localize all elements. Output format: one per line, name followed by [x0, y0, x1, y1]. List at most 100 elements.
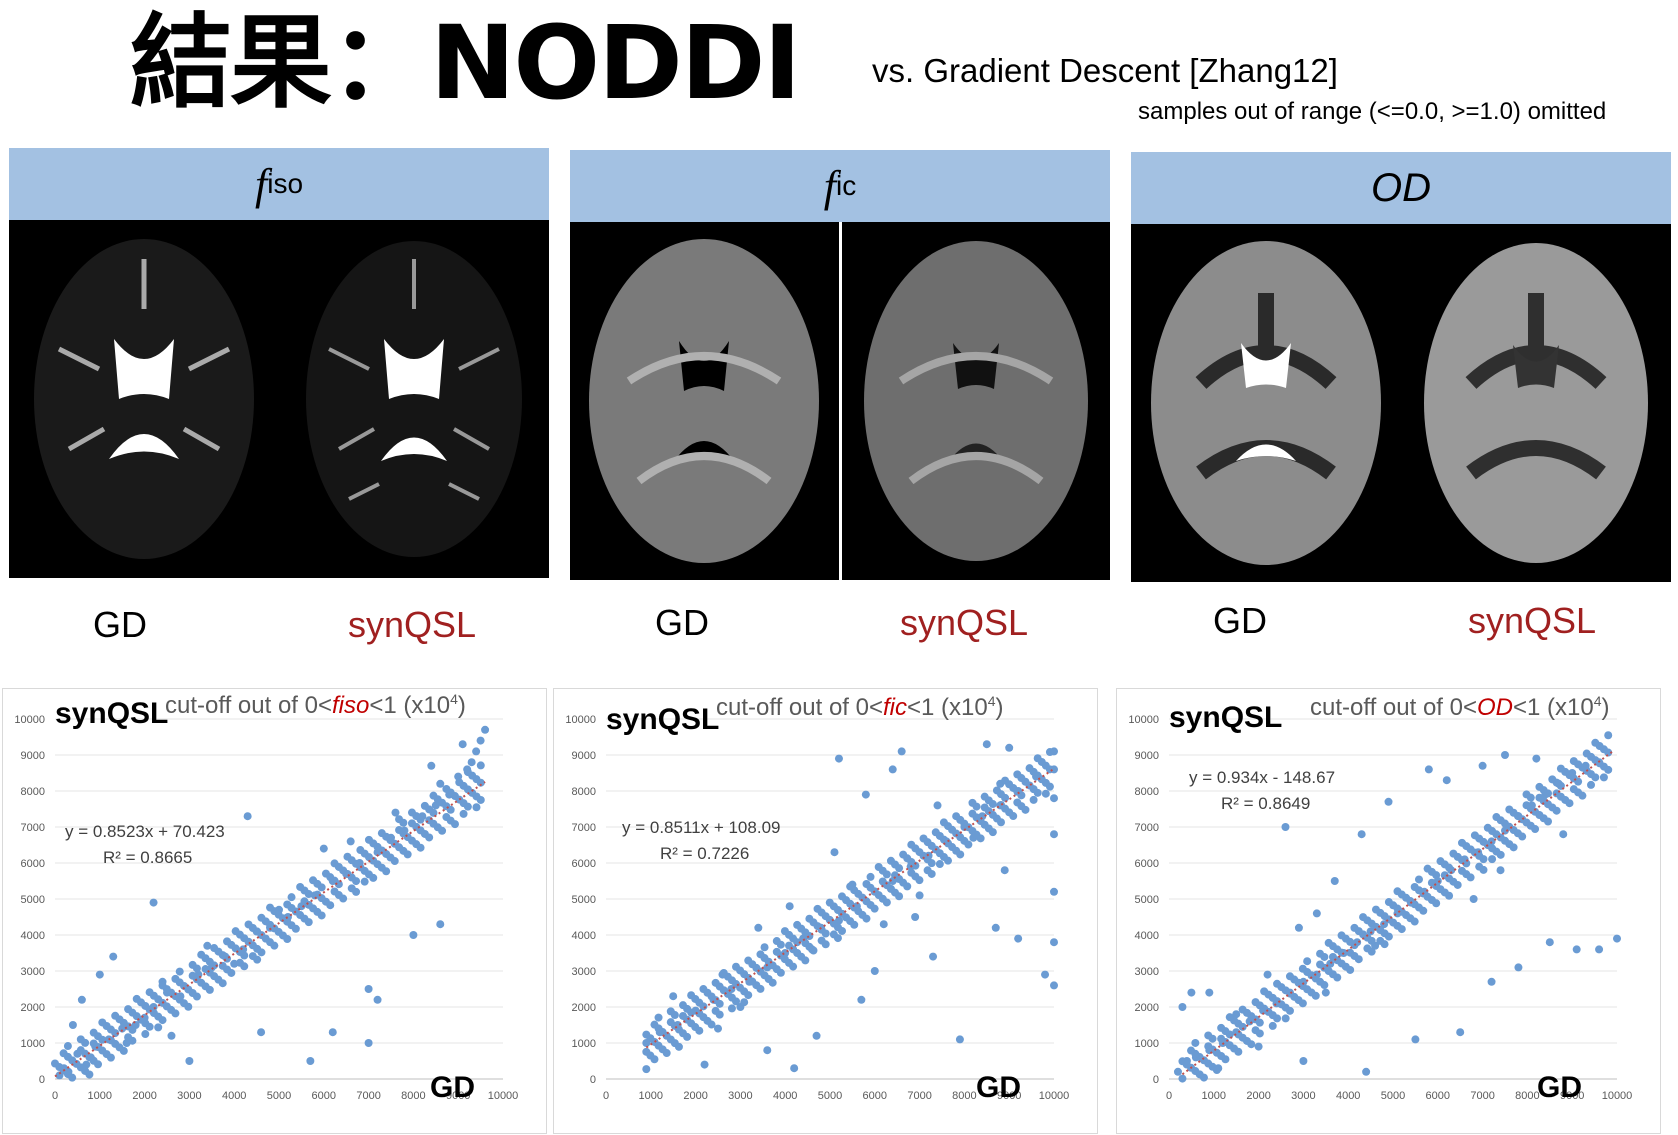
panel-header-od: OD: [1131, 152, 1671, 224]
x-tick-label: 1000: [639, 1090, 663, 1102]
data-point: [874, 863, 883, 872]
data-point: [458, 740, 467, 749]
data-point: [364, 1039, 373, 1047]
data-point: [59, 1049, 68, 1058]
data-point: [1569, 785, 1578, 794]
panel-subscript: ic: [836, 170, 857, 201]
data-point: [714, 1024, 722, 1033]
data-point: [817, 936, 826, 945]
data-point: [1488, 855, 1497, 864]
data-point: [188, 971, 197, 980]
data-point: [754, 923, 763, 932]
x-tick-label: 10000: [488, 1090, 519, 1102]
data-point: [1232, 1010, 1241, 1019]
x-tick-label: 8000: [1515, 1090, 1539, 1102]
x-tick-label: 2000: [1246, 1090, 1270, 1102]
data-point: [1281, 1014, 1290, 1023]
data-point: [395, 815, 404, 824]
data-point: [1254, 1042, 1263, 1051]
x-tick-label: 8000: [401, 1090, 425, 1102]
data-point: [1033, 754, 1042, 763]
data-point: [472, 803, 481, 812]
data-point: [51, 1059, 59, 1068]
trendline: [54, 781, 486, 1078]
data-point: [1050, 938, 1058, 947]
data-point: [431, 801, 440, 810]
data-point: [1514, 963, 1523, 972]
scatter-chart-fic: 0 1000 2000 3000 4000 5000 6000 7000 8000 9000 100…: [553, 688, 1098, 1134]
data-point: [1225, 1013, 1234, 1022]
x-tick-label: 6000: [863, 1090, 887, 1102]
data-point: [1496, 866, 1505, 875]
data-point: [1041, 789, 1050, 798]
data-point: [830, 848, 839, 857]
data-point: [343, 852, 352, 861]
y-tick-label: 8000: [572, 786, 596, 798]
data-point: [364, 835, 373, 844]
x-tick-label: 7000: [1470, 1090, 1494, 1102]
data-point: [1613, 934, 1621, 943]
data-point: [1442, 776, 1451, 785]
data-point: [1545, 938, 1554, 947]
data-point: [319, 844, 328, 853]
data-point: [1005, 743, 1014, 752]
trendline: [645, 767, 1055, 1049]
x-tick-label: 7000: [356, 1090, 380, 1102]
data-point: [785, 902, 794, 911]
data-point: [654, 1013, 663, 1022]
x-tick-label: 1000: [88, 1090, 112, 1102]
data-point: [1359, 913, 1368, 922]
scatter-plot-area: 0 1000 2000 3000 4000 5000 6000 7000 8000 9000 100…: [565, 714, 1069, 1102]
data-point: [409, 931, 418, 939]
data-point: [1204, 1031, 1213, 1040]
x-tick-label: 2000: [683, 1090, 707, 1102]
data-point: [1234, 1030, 1243, 1039]
y-tick-label: 0: [39, 1074, 45, 1086]
data-point: [1324, 938, 1333, 947]
data-point: [666, 1018, 675, 1027]
data-point: [244, 920, 253, 929]
data-point: [939, 818, 948, 827]
data-point: [330, 887, 339, 896]
panel-symbol: f: [823, 161, 836, 211]
data-point: [266, 903, 275, 912]
data-point: [772, 937, 781, 946]
data-point: [257, 913, 266, 922]
data-point: [1268, 1021, 1277, 1030]
data-point: [1350, 923, 1359, 932]
data-point: [1316, 949, 1325, 958]
data-point: [1178, 1057, 1187, 1066]
data-point: [879, 920, 888, 929]
label-synqsl-fiso: synQSL: [348, 604, 477, 645]
data-point: [476, 761, 485, 770]
brain-image-gd: [9, 220, 279, 578]
data-point: [1532, 754, 1541, 763]
label-synqsl-fic: synQSL: [900, 602, 1029, 643]
data-point: [1599, 773, 1608, 782]
data-point: [666, 1007, 675, 1016]
data-point: [727, 1004, 736, 1013]
data-point: [1384, 797, 1393, 806]
data-point: [679, 1001, 688, 1010]
data-point: [886, 856, 895, 865]
data-point: [158, 981, 167, 990]
data-point: [968, 798, 977, 807]
data-point: [171, 974, 180, 983]
y-tick-label: 9000: [21, 750, 45, 762]
data-point: [188, 960, 197, 969]
data-point: [780, 927, 789, 936]
data-point: [63, 1042, 72, 1051]
data-point: [106, 1036, 115, 1045]
label-gd-fiso: GD: [93, 604, 147, 645]
data-point: [1595, 945, 1604, 954]
data-point: [1366, 927, 1375, 936]
data-point: [1522, 801, 1531, 810]
data-point: [1362, 1067, 1371, 1076]
y-tick-label: 3000: [1135, 966, 1159, 978]
data-point: [825, 898, 834, 907]
data-point: [1371, 905, 1380, 914]
data-point: [154, 1023, 163, 1032]
data-point: [642, 1030, 651, 1039]
data-point: [813, 904, 822, 913]
data-point: [68, 1021, 77, 1029]
